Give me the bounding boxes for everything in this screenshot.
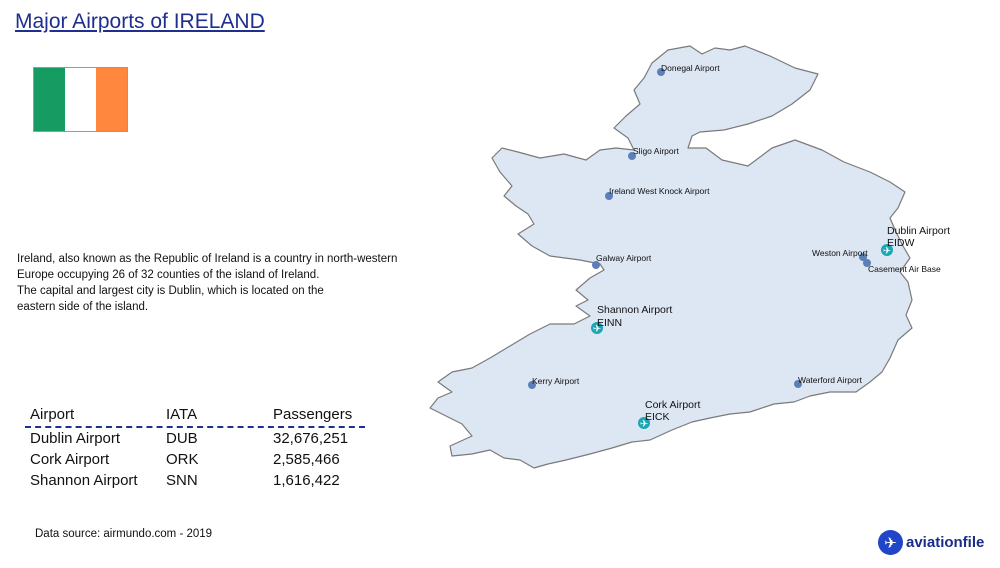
waterford-airport-marker bbox=[794, 380, 802, 388]
kerry-airport-label: Kerry Airport bbox=[532, 376, 580, 386]
shannon-airport-label: Shannon Airport bbox=[597, 304, 672, 316]
donegal-airport-label: Donegal Airport bbox=[661, 63, 720, 73]
galway-airport-marker bbox=[592, 261, 600, 269]
page-title: Major Airports of IRELAND bbox=[15, 10, 265, 33]
cell-passengers: 32,676,251 bbox=[273, 430, 349, 447]
aviationfile-logo: ✈ aviationfile bbox=[878, 530, 984, 555]
header-passengers: Passengers bbox=[273, 406, 353, 423]
cork-airport-label: Cork Airport bbox=[645, 399, 701, 411]
data-source-note: Data source: airmundo.com - 2019 bbox=[35, 528, 213, 540]
airplane-icon: ✈ bbox=[640, 419, 648, 430]
flag-band-green bbox=[34, 68, 65, 131]
cell-airport: Shannon Airport bbox=[30, 472, 138, 489]
ireland-flag bbox=[33, 67, 128, 132]
cell-iata: DUB bbox=[166, 430, 198, 447]
shannon-airport-marker: ✈ bbox=[591, 322, 603, 335]
cell-passengers: 1,616,422 bbox=[273, 472, 340, 489]
cell-iata: ORK bbox=[166, 451, 199, 468]
flag-band-white bbox=[65, 68, 96, 131]
sligo-airport-label: Sligo Airport bbox=[633, 146, 679, 156]
cork-airport-marker: ✈ bbox=[638, 417, 650, 430]
table-header: Airport IATA Passengers bbox=[25, 406, 365, 428]
casement-air-base-marker bbox=[863, 259, 871, 267]
table-row: Dublin Airport DUB 32,676,251 bbox=[25, 430, 365, 451]
table-row: Shannon Airport SNN 1,616,422 bbox=[25, 472, 365, 493]
casement-air-base-label: Casement Air Base bbox=[868, 264, 941, 274]
sligo-airport-marker bbox=[628, 152, 636, 160]
knock-airport-marker bbox=[605, 192, 613, 200]
cell-airport: Dublin Airport bbox=[30, 430, 121, 447]
dublin-airport-marker: ✈ bbox=[881, 244, 893, 257]
galway-airport-label: Galway Airport bbox=[596, 253, 652, 263]
airplane-icon: ✈ bbox=[878, 530, 903, 555]
description: Ireland, also known as the Republic of I… bbox=[17, 251, 427, 315]
weston-airport-label: Weston Airport bbox=[812, 248, 868, 258]
header-iata: IATA bbox=[166, 406, 198, 423]
cell-passengers: 2,585,466 bbox=[273, 451, 340, 468]
shannon-airport-code: EINN bbox=[597, 317, 622, 329]
knock-airport-label: Ireland West Knock Airport bbox=[609, 186, 710, 196]
ireland-map: Donegal Airport Sligo Airport Ireland We… bbox=[400, 20, 1000, 500]
waterford-airport-label: Waterford Airport bbox=[798, 375, 863, 385]
description-line: Europe occupying 26 of 32 counties of th… bbox=[17, 269, 320, 281]
description-line: The capital and largest city is Dublin, … bbox=[17, 285, 324, 297]
dublin-airport-label: Dublin Airport bbox=[887, 225, 950, 237]
airport-table: Airport IATA Passengers Dublin Airport D… bbox=[25, 406, 365, 493]
donegal-airport-marker bbox=[657, 68, 665, 76]
weston-airport-marker bbox=[859, 253, 867, 261]
airplane-icon: ✈ bbox=[593, 324, 601, 335]
description-line: eastern side of the island. bbox=[17, 301, 149, 313]
cork-airport-code: EICK bbox=[645, 411, 670, 423]
flag-band-orange bbox=[96, 68, 127, 131]
map-svg: Donegal Airport Sligo Airport Ireland We… bbox=[429, 45, 950, 469]
dublin-airport-code: EIDW bbox=[887, 237, 915, 249]
airplane-icon: ✈ bbox=[883, 246, 891, 257]
kerry-airport-marker bbox=[528, 381, 536, 389]
ireland-landmass bbox=[429, 45, 913, 469]
cell-iata: SNN bbox=[166, 472, 198, 489]
description-line: Ireland, also known as the Republic of I… bbox=[17, 253, 398, 265]
table-row: Cork Airport ORK 2,585,466 bbox=[25, 451, 365, 472]
logo-text: aviationfile bbox=[906, 534, 985, 551]
cell-airport: Cork Airport bbox=[30, 451, 110, 468]
header-airport: Airport bbox=[30, 406, 75, 423]
